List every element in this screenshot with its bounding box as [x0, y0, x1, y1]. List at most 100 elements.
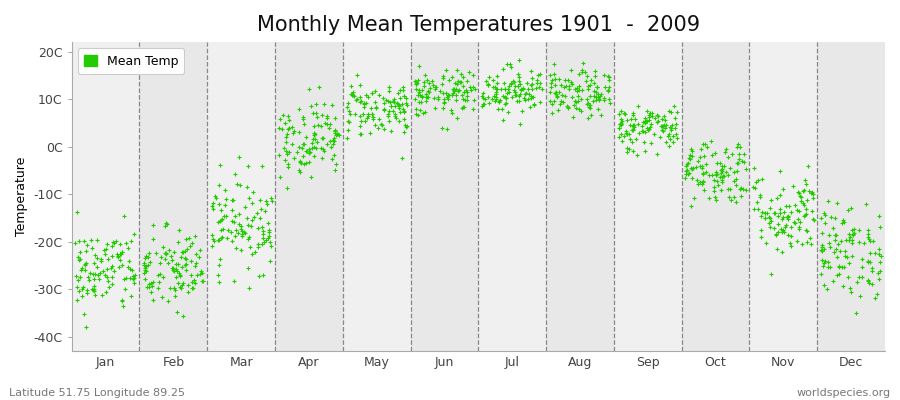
Point: [689, 163, 704, 170]
Point: [814, 271, 828, 277]
Point: [685, 148, 699, 154]
Point: [165, 265, 179, 272]
Point: [654, 115, 669, 122]
Point: [814, 229, 829, 236]
Point: [315, 112, 329, 118]
Point: [501, 109, 516, 116]
Point: [784, 224, 798, 230]
Point: [141, 280, 156, 287]
Point: [285, 124, 300, 130]
Point: [72, 288, 86, 294]
Point: [572, 106, 586, 112]
Point: [94, 292, 109, 298]
Point: [788, 201, 802, 208]
Point: [711, 182, 725, 188]
Point: [846, 231, 860, 237]
Point: [532, 84, 546, 90]
Point: [317, 101, 331, 107]
Point: [550, 94, 564, 100]
Point: [85, 286, 99, 292]
Bar: [410, 42, 479, 351]
Point: [548, 91, 562, 98]
Point: [212, 201, 226, 208]
Point: [799, 181, 814, 187]
Point: [555, 99, 570, 105]
Point: [340, 134, 355, 141]
Point: [320, 113, 334, 120]
Point: [510, 98, 525, 105]
Point: [121, 245, 135, 251]
Point: [828, 237, 842, 244]
Point: [345, 91, 359, 98]
Point: [381, 113, 395, 119]
Point: [716, 173, 730, 179]
Point: [825, 278, 840, 284]
Point: [502, 83, 517, 89]
Point: [329, 161, 344, 167]
Point: [758, 215, 772, 221]
Point: [588, 73, 602, 79]
Point: [372, 92, 386, 98]
Point: [792, 208, 806, 214]
Point: [510, 83, 525, 90]
Point: [173, 272, 187, 278]
Point: [250, 225, 265, 232]
Point: [814, 244, 829, 250]
Point: [79, 260, 94, 266]
Point: [706, 177, 721, 183]
Point: [518, 91, 532, 98]
Text: worldspecies.org: worldspecies.org: [796, 388, 891, 398]
Point: [549, 88, 563, 95]
Point: [82, 277, 96, 283]
Point: [361, 94, 375, 100]
Point: [104, 274, 119, 280]
Point: [138, 265, 152, 272]
Point: [792, 190, 806, 196]
Point: [602, 96, 616, 102]
Point: [635, 128, 650, 134]
Point: [851, 227, 866, 234]
Point: [620, 117, 634, 123]
Point: [123, 238, 138, 244]
Point: [326, 140, 340, 147]
Point: [794, 198, 808, 204]
Point: [169, 260, 184, 267]
Point: [139, 267, 153, 274]
Point: [684, 203, 698, 210]
Point: [365, 90, 380, 96]
Point: [850, 279, 864, 285]
Point: [392, 87, 407, 93]
Point: [546, 71, 561, 77]
Point: [316, 135, 330, 142]
Point: [246, 189, 260, 195]
Point: [421, 94, 436, 100]
Point: [732, 151, 746, 158]
Point: [70, 297, 85, 304]
Point: [358, 92, 373, 98]
Point: [558, 93, 572, 99]
Point: [524, 68, 538, 74]
Point: [697, 152, 711, 159]
Point: [239, 215, 254, 221]
Point: [831, 240, 845, 247]
Point: [626, 122, 640, 128]
Point: [110, 251, 124, 257]
Point: [768, 210, 782, 216]
Point: [860, 234, 875, 240]
Point: [868, 295, 883, 301]
Point: [328, 126, 342, 133]
Point: [614, 116, 628, 122]
Point: [392, 118, 407, 124]
Point: [399, 100, 413, 106]
Point: [256, 230, 270, 237]
Point: [304, 174, 319, 180]
Point: [303, 149, 318, 155]
Point: [489, 94, 503, 100]
Point: [397, 116, 411, 122]
Point: [842, 231, 856, 237]
Point: [481, 82, 495, 88]
Point: [658, 117, 672, 123]
Point: [216, 226, 230, 232]
Point: [101, 278, 115, 284]
Point: [190, 272, 204, 278]
